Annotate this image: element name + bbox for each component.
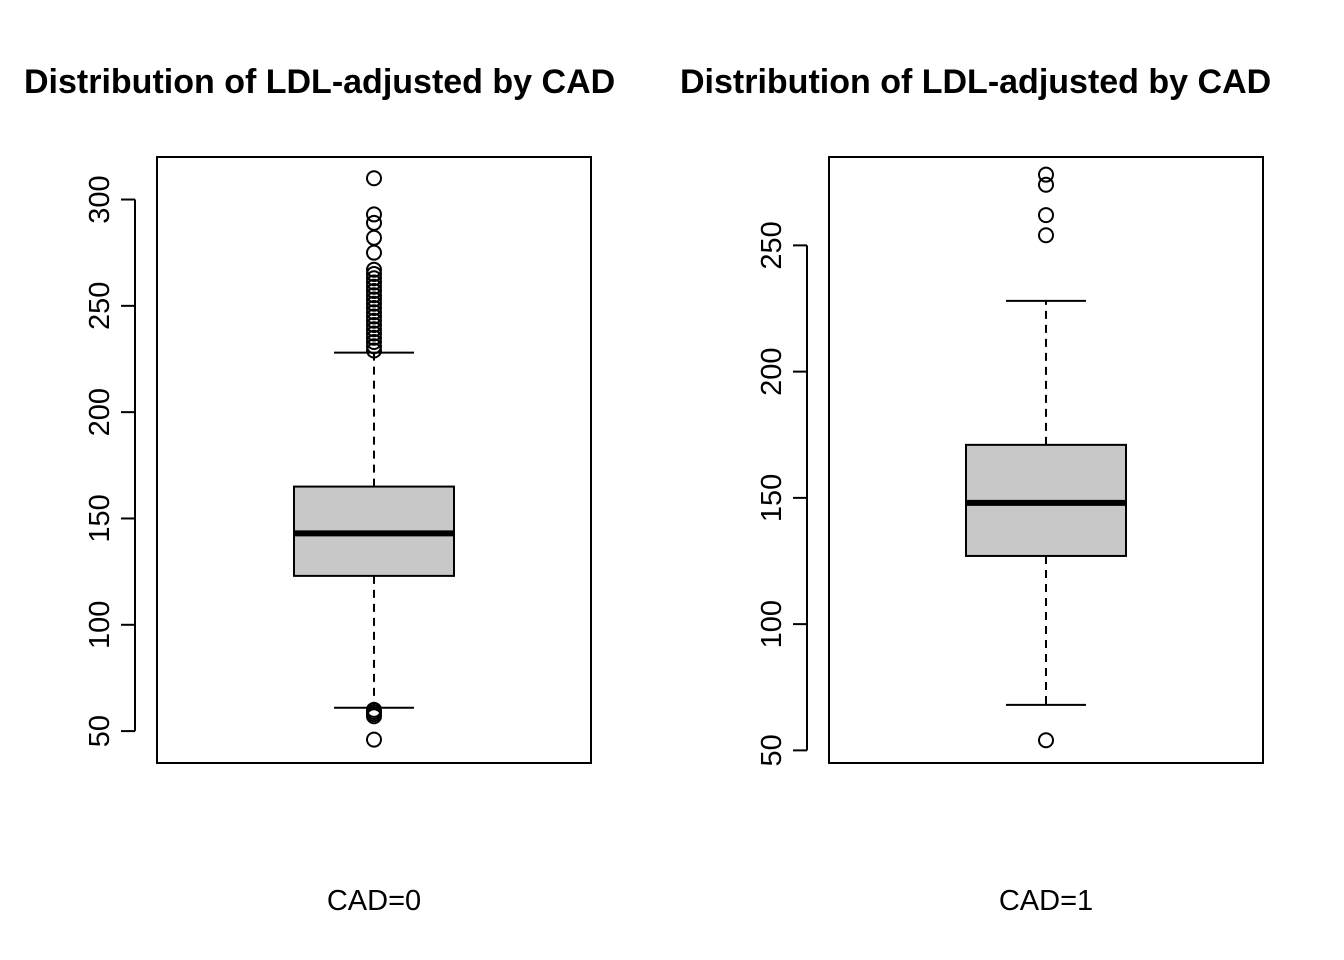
outlier-point	[366, 261, 382, 278]
outlier-point	[366, 299, 382, 316]
outlier-point	[366, 206, 382, 223]
outlier-point	[366, 316, 382, 333]
outlier-point	[366, 278, 382, 295]
outlier-point	[366, 701, 382, 718]
y-tick-label: 150	[756, 474, 788, 522]
y-tick-label: 250	[756, 221, 788, 269]
outlier-point	[366, 265, 382, 282]
y-tick-label: 250	[84, 282, 116, 330]
panel-0: Distribution of LDL-adjusted by CAD 50 100…	[24, 63, 615, 917]
outlier-point	[366, 731, 382, 748]
outlier-point	[366, 321, 382, 338]
outlier-point	[1038, 732, 1054, 749]
plot-frame	[828, 156, 1264, 764]
outlier-point	[366, 244, 382, 261]
y-tick-label: 200	[756, 347, 788, 395]
outlier-point	[366, 325, 382, 342]
outlier-point	[366, 338, 382, 355]
y-tick-label: 150	[84, 494, 116, 542]
plot-frame	[156, 156, 592, 764]
panel-1: Distribution of LDL-adjusted by CAD 50 100…	[680, 63, 1271, 917]
outlier-point	[366, 312, 382, 329]
outlier-point	[366, 291, 382, 308]
outlier-point	[1038, 176, 1054, 193]
outlier-point	[366, 333, 382, 350]
y-tick-label: 200	[84, 388, 116, 436]
y-tick-label: 300	[84, 175, 116, 223]
outlier-point	[1038, 166, 1054, 183]
chart-title: Distribution of LDL-adjusted by CAD	[680, 63, 1271, 101]
outlier-point	[366, 170, 382, 187]
y-tick-label: 100	[756, 600, 788, 648]
outlier-point	[1038, 207, 1054, 224]
outlier-point	[366, 304, 382, 321]
y-tick-label: 100	[84, 601, 116, 649]
x-axis-label: CAD=0	[327, 885, 421, 917]
outlier-point	[366, 274, 382, 291]
y-tick-label: 50	[756, 734, 788, 766]
outlier-point	[366, 282, 382, 299]
outlier-point	[366, 295, 382, 312]
outlier-point	[366, 308, 382, 325]
outlier-point	[366, 329, 382, 346]
chart-title: Distribution of LDL-adjusted by CAD	[24, 63, 615, 101]
outlier-point	[366, 214, 382, 231]
y-tick-label: 50	[84, 715, 116, 747]
outlier-point	[1038, 227, 1054, 244]
outlier-point	[366, 270, 382, 287]
x-axis-label: CAD=1	[999, 885, 1093, 917]
outlier-point	[366, 287, 382, 304]
outlier-point	[366, 229, 382, 246]
outlier-point	[366, 342, 382, 359]
